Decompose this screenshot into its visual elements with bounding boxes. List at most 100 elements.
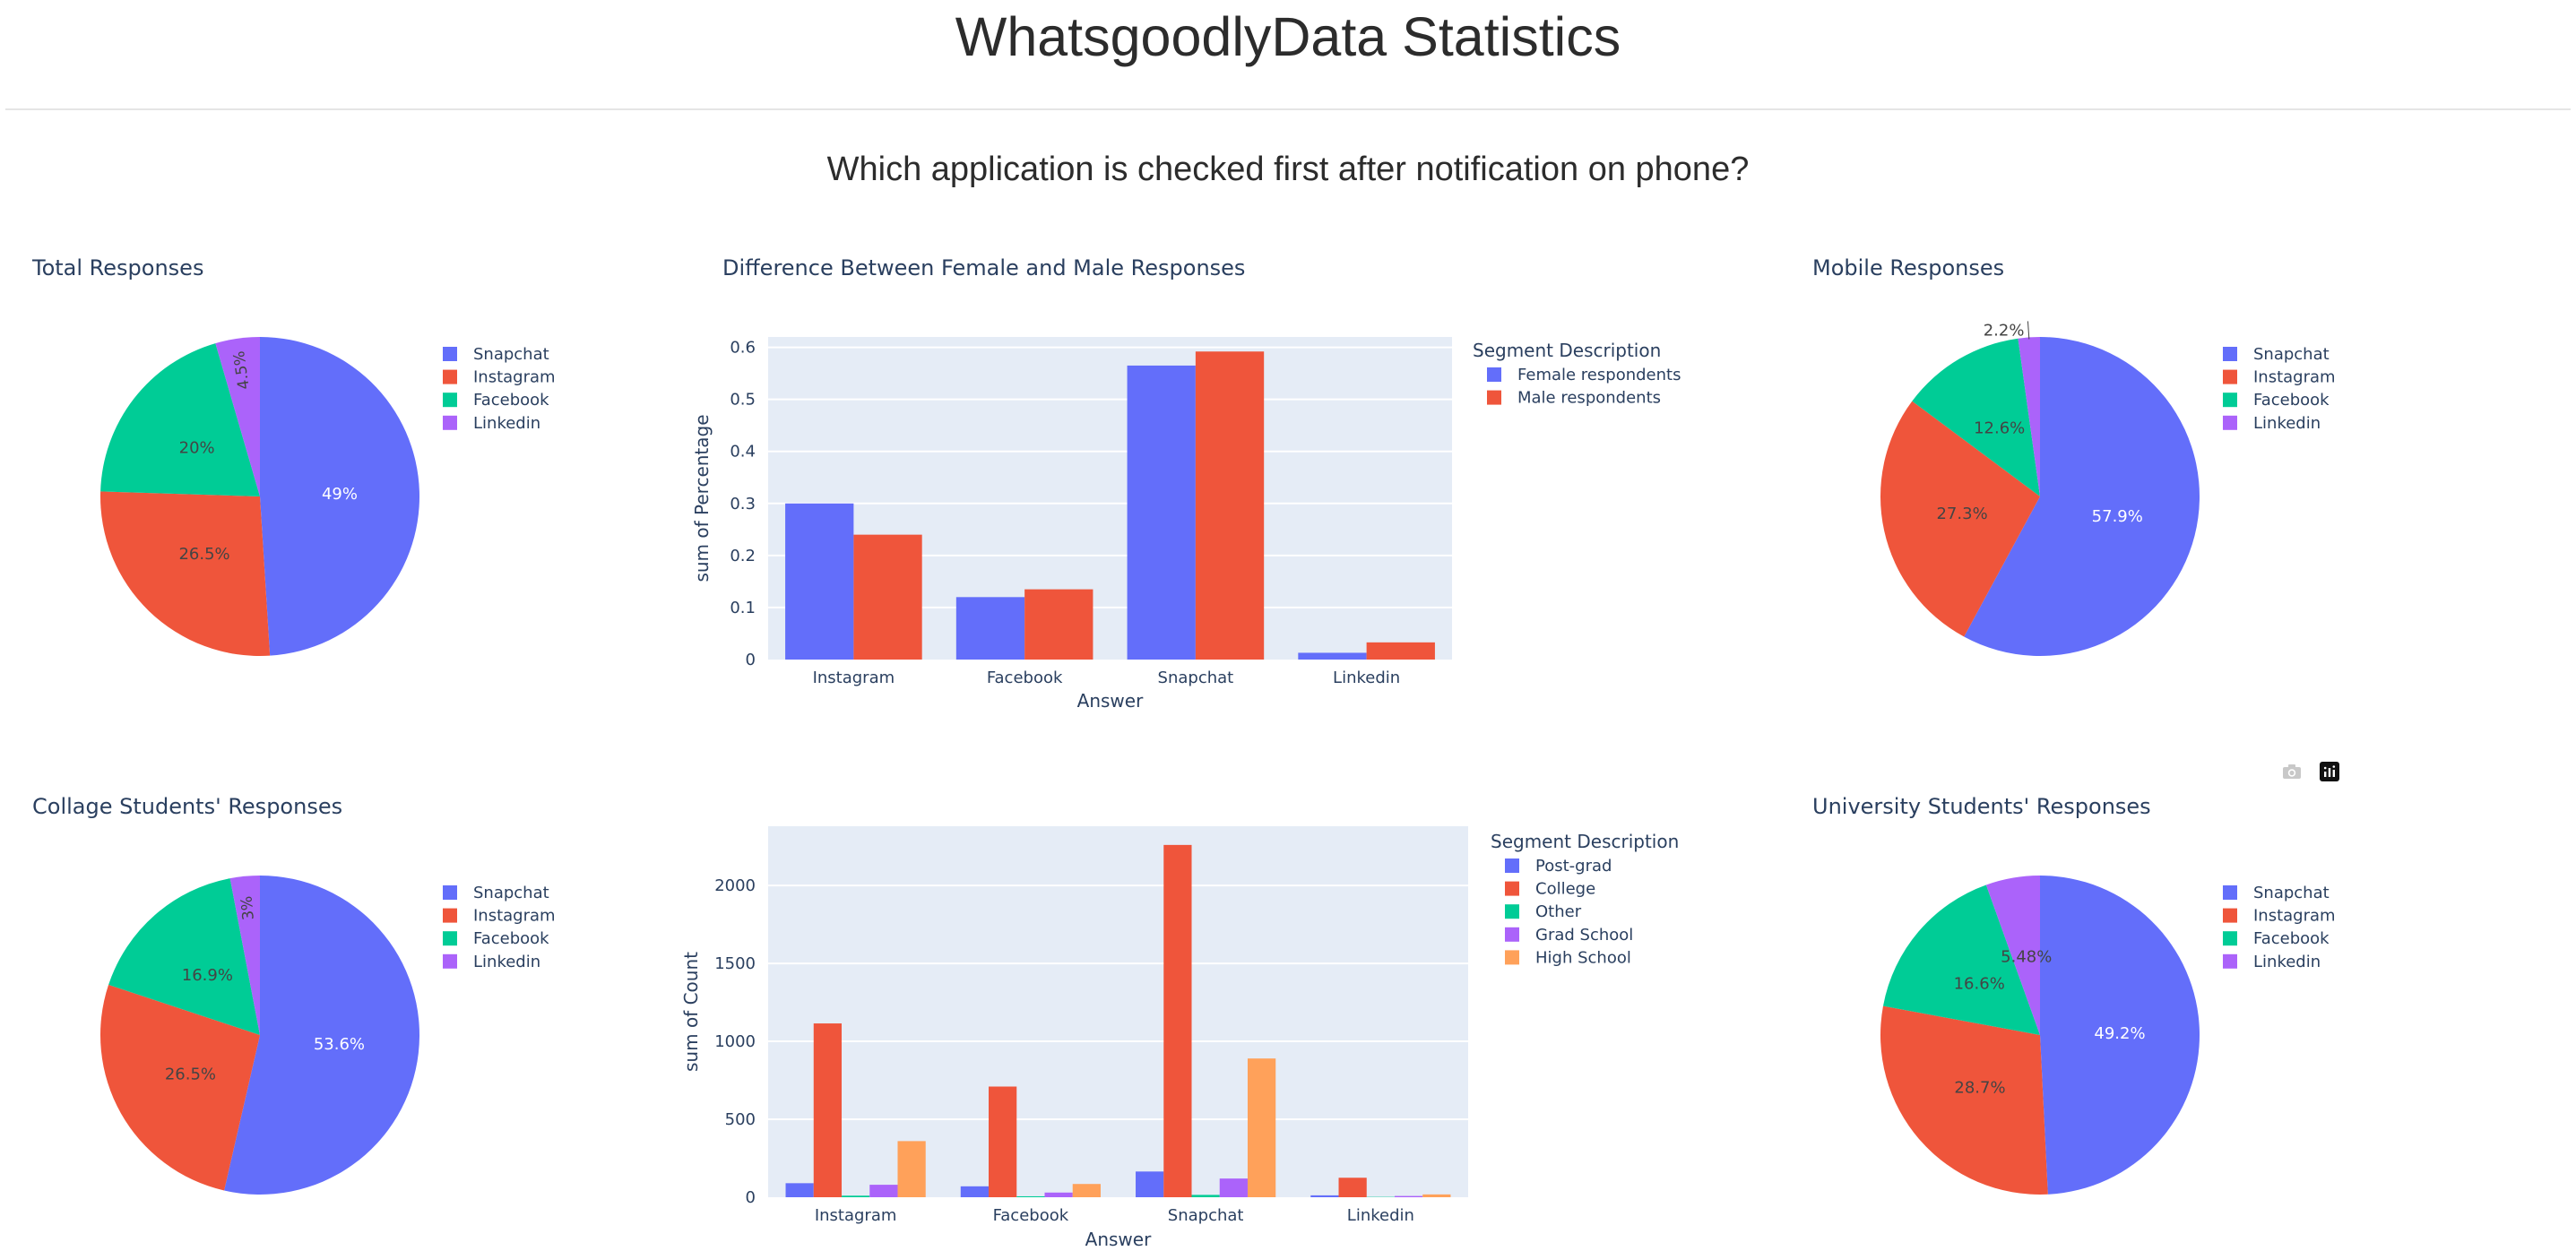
- pie-legend-item: Linkedin: [2253, 953, 2321, 971]
- bar-female-respondents: [1298, 652, 1367, 660]
- bar-male-respondents: [1024, 589, 1094, 660]
- y-tick-label: 2000: [714, 876, 756, 895]
- chart-title-gender: Difference Between Female and Male Respo…: [722, 255, 1246, 280]
- pie-legend-swatch: [2223, 347, 2237, 361]
- pie-legend-item: Linkedin: [2253, 414, 2321, 433]
- pie-slice-linkedin: [2018, 337, 2040, 496]
- plot-area: [768, 826, 1468, 1197]
- bar-grad-school: [1394, 1195, 1423, 1197]
- bar-other: [1016, 1195, 1045, 1197]
- x-tick-label: Snapchat: [1168, 1206, 1244, 1225]
- bar-grad-school: [869, 1185, 898, 1197]
- pie-legend-swatch: [443, 953, 457, 969]
- x-tick-label: Facebook: [993, 1206, 1069, 1225]
- y-tick-label: 0: [746, 651, 756, 669]
- bar-high-school: [1422, 1194, 1451, 1197]
- page-title: WhatsgoodlyData Statistics: [955, 6, 1621, 67]
- bar-other: [842, 1195, 870, 1197]
- y-tick-label: 0.4: [730, 443, 756, 462]
- title-divider: [5, 108, 2571, 110]
- pie-legend-item: Facebook: [473, 929, 549, 948]
- camera-icon[interactable]: [2282, 763, 2302, 781]
- pie-slice-label: 12.6%: [1974, 418, 2025, 437]
- pie-legend-swatch: [443, 885, 457, 900]
- chart-title-college: Collage Students' Responses: [32, 794, 343, 819]
- chart-title-university: University Students' Responses: [1812, 794, 2151, 819]
- bar-legend-item: College: [1535, 880, 1595, 899]
- pie-legend-swatch: [443, 347, 457, 361]
- pie-legend-swatch: [2223, 885, 2237, 900]
- pie-slice-instagram: [100, 491, 271, 656]
- pie-slice-label: 28.7%: [1954, 1079, 2005, 1098]
- bar-high-school: [1247, 1058, 1276, 1197]
- bar-high-school: [897, 1141, 926, 1197]
- pie-legend-item: Instagram: [2253, 907, 2336, 926]
- y-tick-label: 1000: [714, 1032, 756, 1051]
- pie-legend-item: Linkedin: [473, 414, 540, 433]
- bar-legend-swatch: [1487, 390, 1501, 405]
- bar-legend-swatch: [1487, 367, 1501, 382]
- pie-legend-swatch: [443, 908, 457, 923]
- plotly-logo-icon[interactable]: [2320, 762, 2339, 781]
- pie-legend-item: Snapchat: [473, 884, 549, 902]
- bar-high-school: [1072, 1184, 1101, 1197]
- bar-post-grad: [960, 1186, 990, 1197]
- bar-legend-swatch: [1505, 927, 1519, 942]
- bar-college: [1163, 844, 1192, 1197]
- chart-title-mobile: Mobile Responses: [1812, 255, 2005, 280]
- y-axis-label: sum of Percentage: [691, 414, 713, 582]
- pie-legend-swatch: [2223, 953, 2237, 969]
- pie-slice-label: 5.48%: [2001, 947, 2052, 966]
- y-tick-label: 0.3: [730, 495, 756, 513]
- y-tick-label: 0: [746, 1188, 756, 1207]
- pie-slice-label: 27.3%: [1936, 505, 1987, 523]
- pie-slice-label: 3%: [238, 895, 257, 921]
- x-axis-label: Answer: [1077, 690, 1144, 712]
- pie-slice-facebook: [1912, 338, 2040, 496]
- bar-college: [1338, 1178, 1367, 1197]
- pie-slice-linkedin: [1985, 876, 2040, 1035]
- bar-legend-item: Female respondents: [1517, 366, 1681, 384]
- y-tick-label: 0.2: [730, 547, 756, 565]
- pie-slice-label: 20%: [179, 438, 215, 457]
- pie-legend-item: Instagram: [2253, 368, 2336, 387]
- bar-male-respondents: [1195, 351, 1265, 660]
- pie-slice-label: 49.2%: [2094, 1024, 2145, 1043]
- x-tick-label: Linkedin: [1333, 669, 1400, 687]
- pie-legend-item: Facebook: [2253, 929, 2330, 948]
- pie-slice-snapchat: [224, 876, 419, 1195]
- pie-legend-item: Instagram: [473, 907, 556, 926]
- pie-legend-swatch: [443, 393, 457, 408]
- pie-legend-item: Instagram: [473, 368, 556, 387]
- bar-female-respondents: [785, 503, 854, 660]
- pie-slice-linkedin: [229, 876, 260, 1035]
- chart-title-total: Total Responses: [32, 255, 204, 280]
- y-axis-label: sum of Count: [680, 952, 702, 1072]
- pie-slice-instagram: [1880, 1005, 2048, 1195]
- x-tick-label: Instagram: [813, 669, 895, 687]
- bar-male-respondents: [1366, 642, 1435, 660]
- pie-slice-label: 16.6%: [1954, 974, 2005, 993]
- pie-slice-instagram: [1880, 401, 2040, 637]
- pie-label-leader: [2027, 321, 2030, 340]
- x-tick-label: Instagram: [815, 1206, 897, 1225]
- pie-slice-facebook: [100, 343, 260, 496]
- bar-legend-item: Grad School: [1535, 926, 1633, 945]
- pie-slice-facebook: [1882, 884, 2040, 1035]
- bar-legend-swatch: [1505, 904, 1519, 919]
- bar-post-grad: [785, 1183, 814, 1197]
- y-tick-label: 0.1: [730, 599, 756, 617]
- pie-legend-swatch: [443, 931, 457, 946]
- pie-legend-item: Snapchat: [2253, 884, 2330, 902]
- bar-post-grad: [1136, 1171, 1164, 1197]
- bar-college: [813, 1023, 843, 1197]
- pie-legend-swatch: [2223, 908, 2237, 923]
- pie-legend-item: Facebook: [2253, 391, 2330, 410]
- bar-legend-swatch: [1505, 950, 1519, 965]
